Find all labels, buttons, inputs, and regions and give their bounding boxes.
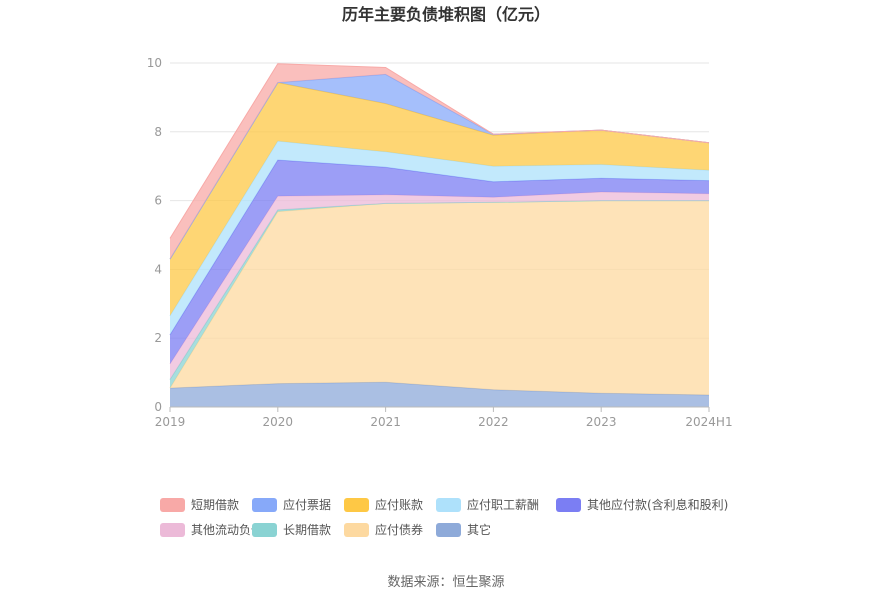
legend-item[interactable]: 长期借款 xyxy=(252,523,331,537)
legend-swatch xyxy=(556,498,581,512)
legend-item[interactable]: 其它 xyxy=(436,522,491,537)
legend-item[interactable]: 短期借款 xyxy=(160,498,239,512)
x-tick-label: 2024H1 xyxy=(685,415,732,429)
area-series-edge-8 xyxy=(169,63,710,239)
legend-swatch xyxy=(344,498,369,512)
y-tick-label: 10 xyxy=(147,56,162,70)
legend-swatch xyxy=(436,523,461,537)
legend-swatch xyxy=(160,523,185,537)
axes: 0 2 4 6 8 10 2019 2020 2021 2022 2023 2024H1 xyxy=(147,56,733,429)
legend-swatch xyxy=(160,498,185,512)
y-tick-label: 0 xyxy=(154,400,162,414)
legend-swatch xyxy=(436,498,461,512)
legend-item[interactable]: 应付债券 xyxy=(344,522,423,537)
x-tick-label: 2022 xyxy=(478,415,509,429)
legend-swatch xyxy=(252,498,277,512)
y-tick-label: 2 xyxy=(154,331,162,345)
area-series-6[interactable] xyxy=(170,82,709,316)
legend-label: 长期借款 xyxy=(283,523,331,537)
y-tick-label: 6 xyxy=(154,194,162,208)
area-series-4[interactable] xyxy=(170,160,709,364)
area-series-8[interactable] xyxy=(170,63,709,260)
x-tick-label: 2021 xyxy=(370,415,401,429)
area-series-7[interactable] xyxy=(170,74,709,260)
area-series-layer xyxy=(169,63,710,407)
area-series-1[interactable] xyxy=(170,200,709,395)
legend-label: 短期借款 xyxy=(191,498,239,512)
legend-item[interactable]: 其他应付款(含利息和股利) xyxy=(556,497,728,512)
legend-item[interactable]: 应付账款 xyxy=(344,497,423,512)
x-tick-label: 2023 xyxy=(586,415,617,429)
legend-item[interactable]: 应付职工薪酬 xyxy=(436,497,539,512)
data-source-note: 数据来源：恒生聚源 xyxy=(387,575,504,590)
x-tick-label: 2020 xyxy=(263,415,294,429)
legend-label: 其他应付款(含利息和股利) xyxy=(587,497,728,512)
legend-item[interactable]: 应付票据 xyxy=(252,497,331,512)
legend-label: 应付职工薪酬 xyxy=(467,497,539,512)
legend-label: 应付账款 xyxy=(375,497,423,512)
legend-label: 其他流动负债 xyxy=(191,523,263,537)
y-tick-label: 4 xyxy=(154,262,162,276)
legend-item[interactable]: 其他流动负债 xyxy=(160,523,263,537)
area-series-0[interactable] xyxy=(170,382,709,407)
legend-label: 应付债券 xyxy=(375,522,423,537)
legend-label: 其它 xyxy=(467,522,491,537)
y-tick-label: 8 xyxy=(154,125,162,139)
legend-swatch xyxy=(252,523,277,537)
legend-swatch xyxy=(344,523,369,537)
x-tick-label: 2019 xyxy=(155,415,186,429)
chart-title: 历年主要负债堆积图（亿元） xyxy=(342,5,550,24)
legend: 短期借款 应付票据 应付账款 应付职工薪酬 其他应付款(含利息和股利) 其他流动负债 长期借… xyxy=(160,497,728,537)
legend-label: 应付票据 xyxy=(283,497,331,512)
